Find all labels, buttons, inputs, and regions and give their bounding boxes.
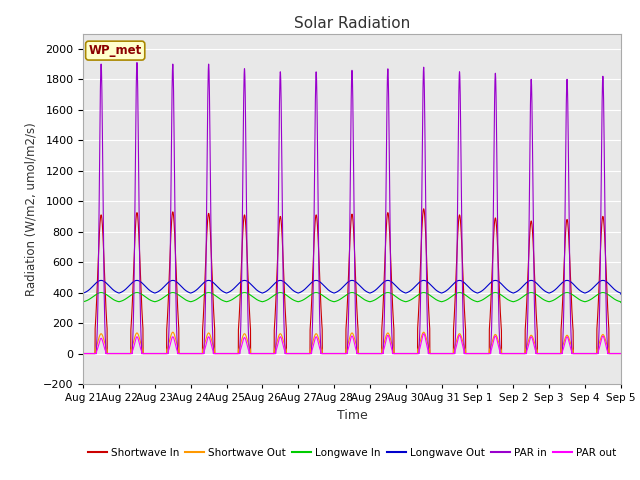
Title: Solar Radiation: Solar Radiation (294, 16, 410, 31)
X-axis label: Time: Time (337, 408, 367, 421)
Text: WP_met: WP_met (88, 44, 142, 57)
Y-axis label: Radiation (W/m2, umol/m2/s): Radiation (W/m2, umol/m2/s) (24, 122, 37, 296)
Legend: Shortwave In, Shortwave Out, Longwave In, Longwave Out, PAR in, PAR out: Shortwave In, Shortwave Out, Longwave In… (84, 444, 620, 462)
